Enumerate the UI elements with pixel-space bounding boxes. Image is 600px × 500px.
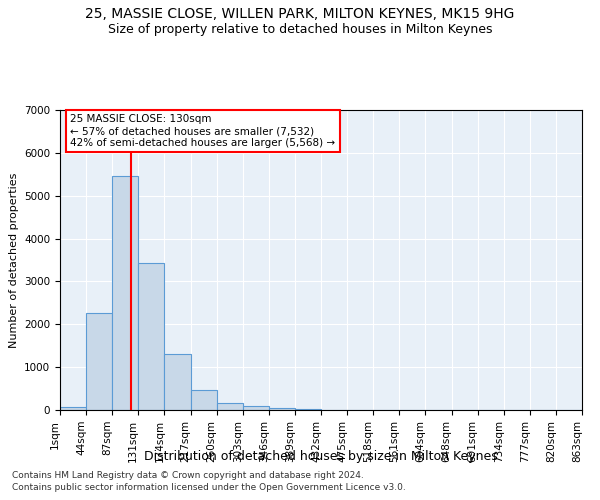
Text: Contains HM Land Registry data © Crown copyright and database right 2024.: Contains HM Land Registry data © Crown c… <box>12 470 364 480</box>
Text: Contains public sector information licensed under the Open Government Licence v3: Contains public sector information licen… <box>12 483 406 492</box>
Bar <box>269 408 295 410</box>
Bar <box>217 403 243 410</box>
Bar <box>191 390 217 410</box>
Bar <box>60 407 86 410</box>
Text: Size of property relative to detached houses in Milton Keynes: Size of property relative to detached ho… <box>108 22 492 36</box>
Bar <box>295 408 321 410</box>
Bar <box>139 264 164 410</box>
Bar <box>112 176 139 410</box>
Bar <box>243 406 269 410</box>
Y-axis label: Number of detached properties: Number of detached properties <box>8 172 19 348</box>
Bar <box>86 312 112 410</box>
Text: Distribution of detached houses by size in Milton Keynes: Distribution of detached houses by size … <box>144 450 498 463</box>
Bar <box>164 354 191 410</box>
Text: 25, MASSIE CLOSE, WILLEN PARK, MILTON KEYNES, MK15 9HG: 25, MASSIE CLOSE, WILLEN PARK, MILTON KE… <box>85 8 515 22</box>
Text: 25 MASSIE CLOSE: 130sqm
← 57% of detached houses are smaller (7,532)
42% of semi: 25 MASSIE CLOSE: 130sqm ← 57% of detache… <box>70 114 335 148</box>
